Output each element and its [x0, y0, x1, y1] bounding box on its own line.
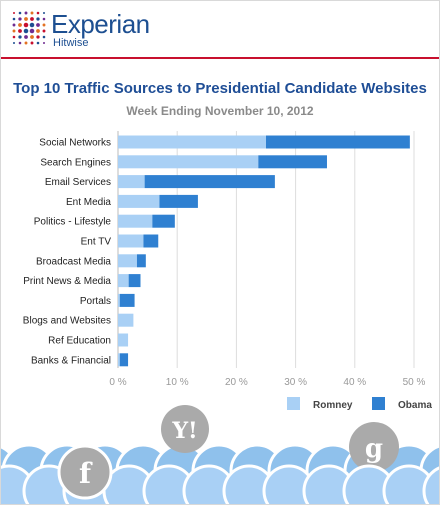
logo-dot	[36, 23, 40, 27]
category-label: Email Services	[45, 177, 111, 188]
category-label: Banks & Financial	[31, 355, 111, 366]
header: Experian Hitwise	[1, 1, 439, 51]
logo-dot	[42, 11, 46, 15]
x-tick-label: 0 %	[109, 377, 126, 388]
bar-obama	[119, 293, 135, 307]
bar-obama	[266, 135, 410, 149]
logo-dot	[30, 41, 34, 45]
logo-dot	[30, 35, 34, 39]
bar-obama	[144, 175, 275, 189]
legend-swatch	[372, 397, 385, 410]
bar-obama	[152, 214, 175, 228]
x-tick-label: 50 %	[403, 377, 426, 388]
bar-romney	[118, 135, 266, 149]
logo-dot	[29, 28, 35, 34]
bar-obama	[128, 274, 141, 288]
logo-dot	[12, 11, 16, 15]
chart-title: Top 10 Traffic Sources to Presidential C…	[13, 80, 427, 97]
bar-romney	[118, 353, 120, 367]
x-tick-label: 40 %	[343, 377, 366, 388]
legend-label: Romney	[313, 400, 353, 411]
chart-subtitle: Week Ending November 10, 2012	[126, 104, 314, 118]
facebook-icon-glyph: f	[79, 457, 93, 490]
logo-dot	[36, 17, 40, 21]
category-label: Blogs and Websites	[23, 316, 111, 327]
bar-obama	[136, 254, 146, 268]
logo-dot	[12, 23, 16, 27]
bar-romney	[118, 194, 160, 208]
category-label: Broadcast Media	[36, 256, 111, 267]
bar-romney	[118, 155, 259, 169]
logo-dot	[18, 17, 22, 21]
bar-romney	[118, 254, 137, 268]
logo-dot	[12, 35, 16, 39]
yahoo-icon	[161, 405, 209, 453]
bubble-shape	[422, 466, 439, 504]
logo-dot	[36, 41, 40, 45]
logo-dot	[42, 41, 46, 45]
logo-dot	[29, 22, 35, 28]
brand-name: Experian	[51, 9, 150, 39]
category-label: Social Networks	[39, 138, 111, 149]
yahoo-icon-glyph: Y!	[171, 418, 197, 444]
logo-dot	[36, 35, 40, 39]
logo-dot	[18, 11, 22, 15]
logo-dot	[42, 17, 46, 21]
logo-dot	[24, 35, 28, 39]
bar-romney	[118, 234, 144, 248]
logo-dot	[42, 23, 46, 27]
logo-dot	[12, 17, 16, 21]
logo-dot	[12, 41, 16, 45]
bar-obama	[143, 234, 159, 248]
category-label: Ref Education	[48, 336, 111, 347]
logo-dot	[36, 11, 40, 15]
bar-romney	[118, 333, 129, 347]
brand-sub: Hitwise	[53, 37, 89, 49]
category-label: Politics - Lifestyle	[34, 217, 112, 228]
bar-romney	[118, 274, 129, 288]
legend-label: Obama	[398, 400, 432, 411]
experian-logo-icon	[12, 11, 46, 45]
logo-dot	[36, 29, 40, 33]
logo-dot	[23, 28, 29, 34]
bar-romney	[118, 214, 153, 228]
category-label: Search Engines	[40, 157, 111, 168]
x-tick-label: 10 %	[166, 377, 189, 388]
category-label: Portals	[80, 296, 111, 307]
category-label: Print News & Media	[23, 276, 111, 287]
google-icon	[349, 422, 399, 472]
logo-dot	[18, 29, 22, 33]
logo-dot	[42, 35, 46, 39]
logo-dot	[30, 11, 34, 15]
bar-romney	[118, 293, 120, 307]
bar-obama	[258, 155, 327, 169]
logo-dot	[24, 17, 28, 21]
bubble-scene: Y! g f	[1, 405, 439, 504]
bar-romney	[118, 175, 145, 189]
logo-dot	[24, 11, 28, 15]
logo-dot	[18, 35, 22, 39]
bar-obama	[119, 353, 129, 367]
x-tick-label: 20 %	[225, 377, 248, 388]
bar-obama	[159, 194, 198, 208]
bar-romney	[118, 313, 134, 327]
logo-dot	[12, 29, 16, 33]
logo-dot	[30, 17, 34, 21]
logo-dot	[24, 41, 28, 45]
logo-dot	[23, 22, 29, 28]
category-label: Ent TV	[81, 237, 112, 248]
x-tick-label: 30 %	[284, 377, 307, 388]
logo-dot	[18, 41, 22, 45]
legend-swatch	[287, 397, 300, 410]
logo-dot	[42, 29, 46, 33]
facebook-icon	[57, 444, 113, 500]
header-divider	[1, 57, 439, 59]
logo-dot	[18, 23, 22, 27]
category-label: Ent Media	[66, 197, 111, 208]
google-icon-glyph: g	[365, 434, 383, 464]
